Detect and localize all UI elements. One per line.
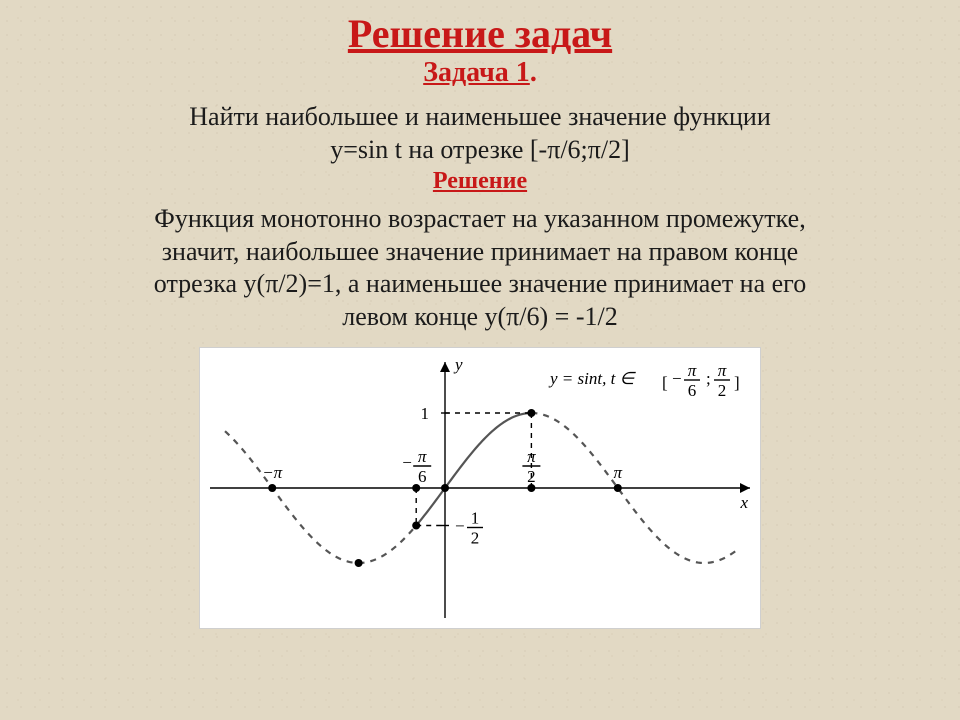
formula-rden: 2 [718,381,727,400]
y-axis-label: y [453,355,463,374]
problem-line: Найти наибольшее и наименьшее значение ф… [60,101,900,134]
subtitle: Задача 1 [423,57,530,88]
subtitle-row: Задача 1. [0,57,960,89]
x-tick-neg: − [402,453,412,472]
formula-sep: ; [706,369,711,388]
x-tick-label: −π [262,463,282,482]
y-axis-arrow [440,362,450,372]
curve-point [441,484,449,492]
solution-line: левом конце y(π/6) = -1/2 [40,301,920,334]
subtitle-dot: . [530,57,537,88]
curve-point [355,559,363,567]
problem-line: y=sin t на отрезке [-π/6;π/2] [60,134,900,167]
solution-text: Функция монотонно возрастает на указанно… [40,203,920,333]
x-tick-label: π [614,463,623,482]
formula-neg: − [672,369,682,388]
bracket-left: [ [662,373,668,392]
formula-lnum: π [688,361,697,380]
formula-lden: 6 [688,381,697,400]
formula-prefix: y = sint, t ∈ [548,369,637,388]
curve-point [412,522,420,530]
x-tick-num: π [527,447,536,466]
x-axis-label: x [739,493,748,512]
sine-dashed-left [225,431,415,563]
y-tick-1: 1 [421,404,430,423]
page-title: Решение задач [0,0,960,57]
solution-line: значит, наибольшее значение принимает на… [40,236,920,269]
x-tick-den: 6 [418,467,427,486]
formula-rnum: π [718,361,727,380]
y-tick-neghalf-minus: − [455,517,465,536]
curve-point [527,409,535,417]
x-tick-num: π [418,447,427,466]
sine-chart: 1−12−π−π6π2πyxy = sint, t ∈ [−π6;π2] [200,348,760,628]
x-tick-den: 2 [527,467,536,486]
x-axis-arrow [740,483,750,493]
bracket-right: ] [734,373,740,392]
chart-container: 1−12−π−π6π2πyxy = sint, t ∈ [−π6;π2] [199,347,761,629]
solution-line: Функция монотонно возрастает на указанно… [40,203,920,236]
solution-heading: Решение [0,168,960,195]
curve-point [268,484,276,492]
y-tick-neghalf-den: 2 [471,529,480,548]
curve-point [614,484,622,492]
solution-line: отрезка y(π/2)=1, а наименьшее значение … [40,268,920,301]
y-tick-neghalf-num: 1 [471,509,480,528]
problem-statement: Найти наибольшее и наименьшее значение ф… [60,101,900,166]
